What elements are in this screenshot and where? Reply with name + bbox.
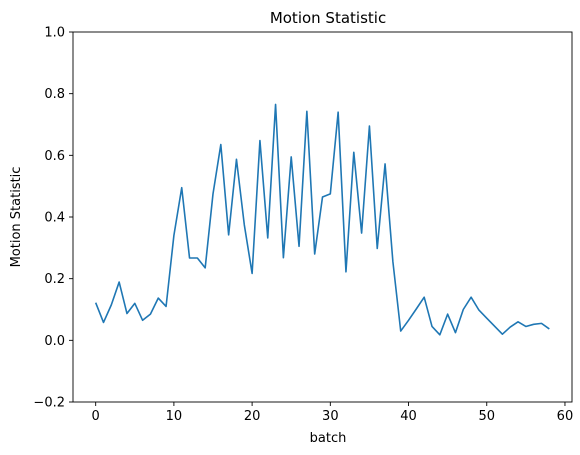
- y-axis-label: Motion Statistic: [9, 167, 24, 268]
- y-tick-label: 0.2: [44, 272, 65, 287]
- x-tick-label: 20: [244, 409, 261, 424]
- x-tick-label: 30: [322, 409, 339, 424]
- x-tick-label: 40: [400, 409, 417, 424]
- y-tick-label: 0.6: [44, 149, 65, 164]
- x-tick-label: 50: [478, 409, 495, 424]
- x-tick-label: 10: [166, 409, 183, 424]
- y-tick-label: 0.0: [44, 334, 65, 349]
- x-axis-label: batch: [310, 431, 347, 446]
- y-tick-label: 0.8: [44, 87, 65, 102]
- y-tick-label: 0.4: [44, 211, 65, 226]
- x-tick-label: 60: [557, 409, 574, 424]
- y-tick-label: 1.0: [44, 26, 65, 41]
- chart-title: Motion Statistic: [270, 9, 386, 27]
- x-tick-label: 0: [92, 409, 100, 424]
- y-tick-label: −0.2: [33, 396, 65, 411]
